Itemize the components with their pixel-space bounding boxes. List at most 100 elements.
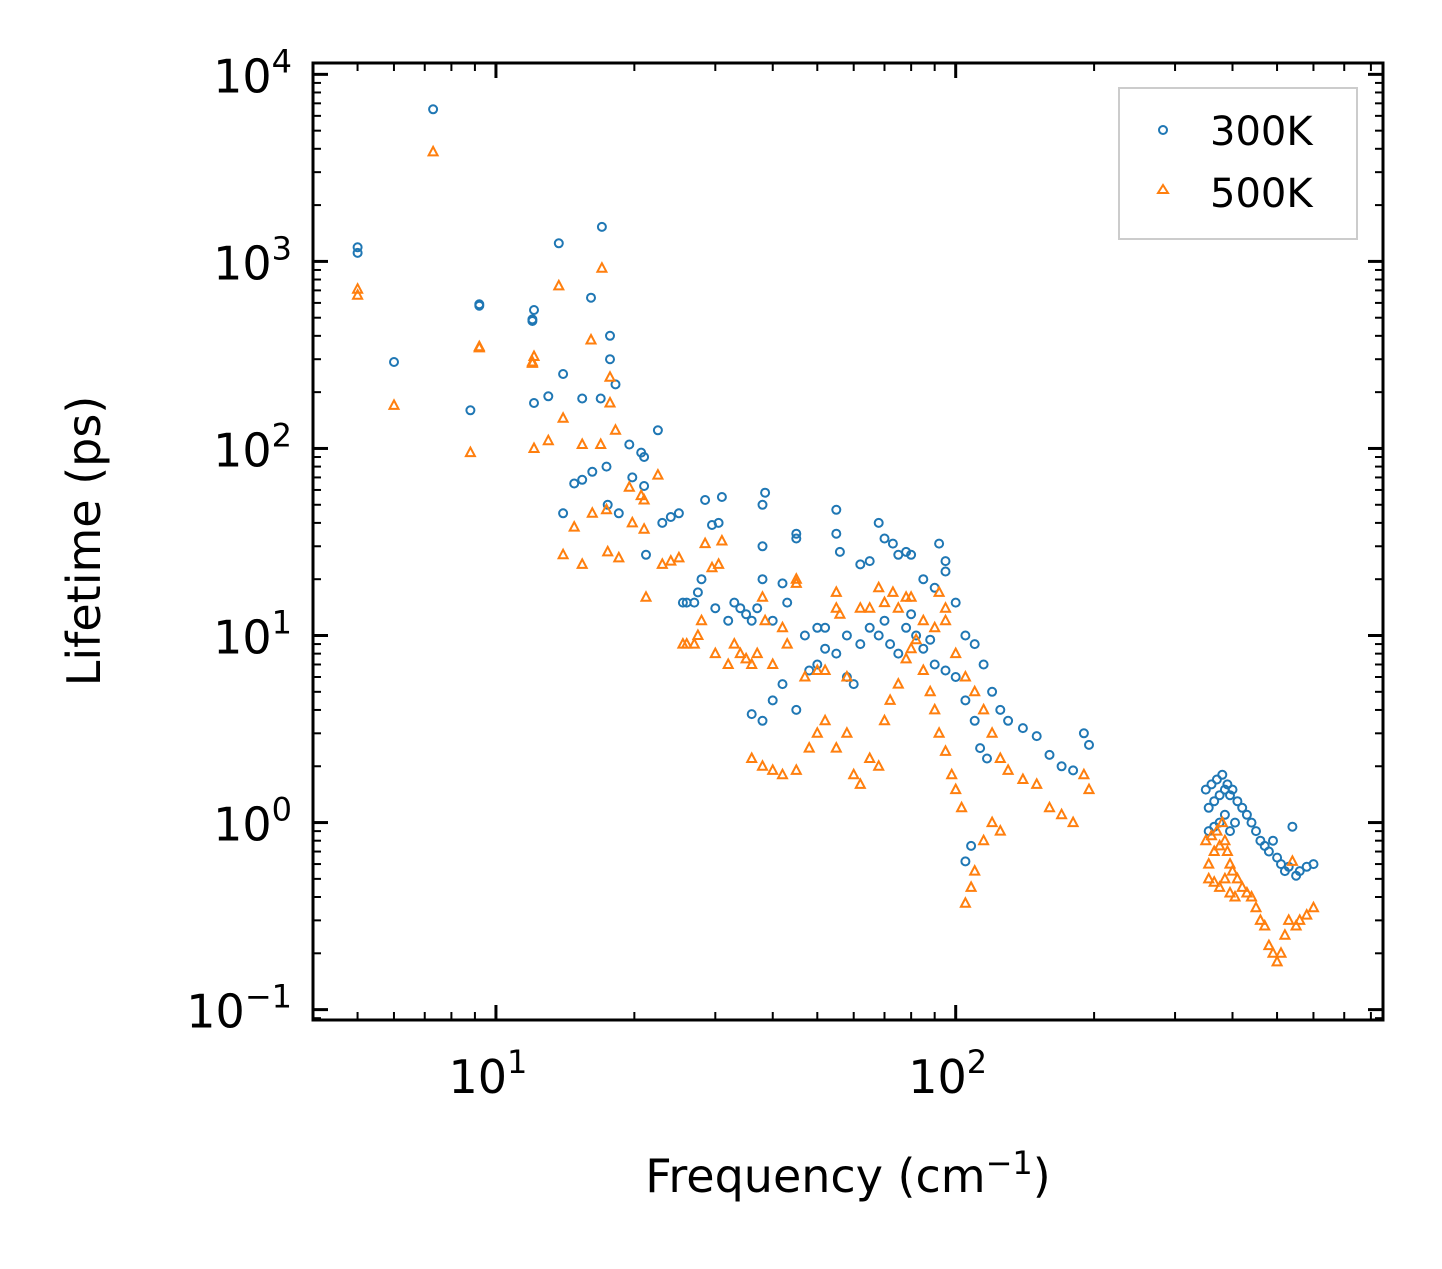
point-500k: [576, 557, 589, 569]
point-500k: [612, 550, 625, 563]
point-300k: [624, 439, 635, 450]
point-500k: [1249, 900, 1263, 913]
point-500k: [985, 815, 999, 828]
point-300k: [1217, 769, 1228, 780]
point-300k: [577, 393, 588, 404]
point-300k: [1241, 809, 1252, 820]
point-300k: [352, 242, 363, 253]
point-300k: [1308, 859, 1319, 870]
point-300k: [716, 492, 727, 502]
point-300k: [543, 391, 554, 402]
point-500k: [776, 620, 789, 633]
point-300k: [1237, 802, 1248, 813]
point-300k: [474, 300, 485, 311]
point-500k: [928, 620, 941, 633]
point-500k: [830, 601, 843, 613]
point-500k: [595, 261, 609, 273]
point-500k: [603, 370, 617, 382]
point-300k: [1044, 749, 1055, 760]
point-300k: [1031, 731, 1042, 742]
point-500k: [840, 726, 854, 738]
point-300k: [975, 743, 986, 754]
point-300k: [729, 597, 740, 608]
point-300k: [855, 559, 866, 570]
point-300k: [995, 704, 1006, 715]
point-300k: [700, 495, 711, 505]
point-500k: [1210, 823, 1224, 836]
point-300k: [777, 578, 788, 589]
y-tick-label: 101: [213, 604, 292, 665]
point-300k: [757, 541, 768, 552]
point-500k: [351, 282, 364, 294]
point-500k: [600, 502, 613, 515]
point-300k: [713, 517, 724, 528]
point-300k: [689, 597, 700, 608]
point-500k: [1307, 900, 1320, 913]
point-300k: [613, 508, 624, 519]
point-300k: [1017, 723, 1028, 734]
point-300k: [934, 538, 945, 549]
point-500k: [833, 607, 847, 619]
point-500k: [1240, 885, 1254, 898]
point-300k: [1203, 802, 1214, 813]
point-300k: [1078, 728, 1089, 739]
point-300k: [1294, 866, 1305, 877]
legend-box: [1118, 87, 1358, 240]
point-500k: [526, 356, 539, 368]
point-500k: [924, 684, 937, 697]
point-300k: [960, 630, 971, 641]
point-300k: [1214, 790, 1225, 801]
point-500k: [1245, 889, 1258, 902]
point-300k: [587, 466, 598, 477]
point-300k: [1003, 715, 1014, 726]
point-300k: [767, 695, 778, 706]
point-500k: [739, 651, 753, 664]
point-300k: [893, 648, 904, 659]
point-300k: [841, 630, 852, 641]
point-500k: [798, 669, 812, 682]
point-500k: [756, 759, 769, 771]
point-500k: [959, 896, 972, 908]
point-300k: [918, 643, 929, 654]
point-300k: [960, 856, 971, 867]
y-tick-label: 104: [213, 42, 292, 103]
point-500k: [1213, 880, 1226, 892]
point-500k: [637, 522, 651, 534]
point-300k: [1227, 784, 1238, 795]
point-300k: [529, 398, 539, 408]
point-300k: [757, 499, 768, 510]
point-300k: [1068, 765, 1079, 776]
point-300k: [791, 528, 802, 539]
point-300k: [746, 615, 757, 626]
point-300k: [605, 354, 615, 365]
point-500k: [892, 601, 905, 613]
point-500k: [1236, 880, 1249, 892]
point-500k: [968, 684, 981, 697]
legend-label-500k: 500K: [1210, 171, 1314, 217]
point-300k: [791, 533, 802, 544]
point-300k: [918, 574, 929, 585]
point-500k: [949, 646, 962, 659]
point-500k: [464, 445, 477, 458]
point-300k: [831, 504, 842, 515]
point-300k: [601, 461, 612, 472]
point-500k: [1066, 815, 1080, 828]
point-300k: [639, 452, 650, 462]
point-500k: [766, 657, 779, 669]
point-300k: [969, 639, 980, 650]
point-500k: [1016, 772, 1030, 784]
point-500k: [1055, 807, 1068, 820]
point-500k: [387, 398, 401, 410]
point-300k: [812, 659, 823, 670]
point-500k: [886, 585, 900, 597]
point-300k: [757, 715, 768, 726]
point-500k: [872, 759, 885, 771]
point-300k: [605, 330, 615, 341]
x-tick-labels: 101 102: [448, 1043, 987, 1104]
point-300k: [1219, 809, 1230, 820]
point-500k: [977, 833, 990, 846]
point-500k: [745, 751, 758, 763]
point-300k: [710, 603, 721, 614]
point-500k: [939, 601, 952, 613]
